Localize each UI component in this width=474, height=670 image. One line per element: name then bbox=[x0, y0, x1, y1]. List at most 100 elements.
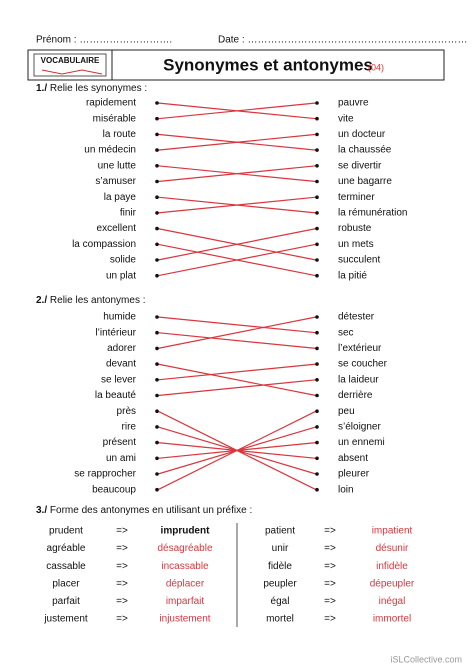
left-word: se rapprocher bbox=[74, 469, 136, 480]
dot bbox=[155, 362, 159, 366]
dot bbox=[155, 164, 159, 168]
answer: immortel bbox=[373, 614, 411, 625]
answer: imparfait bbox=[166, 596, 205, 607]
match-line bbox=[157, 363, 317, 397]
word: fidèle bbox=[268, 561, 292, 572]
match-line bbox=[157, 410, 317, 491]
right-word: la rémunération bbox=[338, 208, 407, 219]
dot bbox=[315, 440, 319, 445]
dot bbox=[155, 440, 159, 445]
match-line bbox=[157, 332, 317, 349]
dot bbox=[315, 258, 319, 262]
dot bbox=[315, 101, 319, 105]
dot bbox=[315, 148, 319, 152]
arrow: => bbox=[324, 561, 336, 572]
dot bbox=[155, 226, 159, 231]
right-word: s’éloigner bbox=[338, 422, 381, 433]
left-word: la route bbox=[103, 129, 137, 140]
right-word: terminer bbox=[338, 192, 375, 203]
left-word: rire bbox=[122, 422, 137, 433]
section-instruction: Relie les antonymes : bbox=[50, 295, 146, 306]
first-name-field: Prénom : ………………………. bbox=[36, 35, 172, 46]
arrow: => bbox=[324, 596, 336, 607]
right-word: loin bbox=[338, 484, 354, 495]
left-word: humide bbox=[103, 312, 136, 323]
left-word: devant bbox=[106, 359, 136, 370]
dot bbox=[315, 472, 319, 476]
dot bbox=[315, 330, 319, 335]
left-word: rapidement bbox=[86, 98, 136, 109]
arrow: => bbox=[324, 578, 336, 589]
right-word: pauvre bbox=[338, 98, 369, 109]
dot bbox=[315, 393, 319, 398]
answer: infidèle bbox=[376, 561, 408, 572]
left-word: la paye bbox=[104, 192, 137, 203]
left-word: près bbox=[117, 406, 136, 417]
title: Synonymes et antonymes bbox=[163, 55, 373, 74]
word: prudent bbox=[49, 526, 83, 537]
arrow: => bbox=[116, 543, 128, 554]
dot bbox=[155, 409, 159, 414]
left-word: l’intérieur bbox=[95, 327, 136, 338]
left-word: un médecin bbox=[84, 145, 136, 156]
answer: désagréable bbox=[157, 543, 212, 554]
arrow: => bbox=[324, 526, 336, 537]
right-word: derrière bbox=[338, 390, 373, 401]
match-line bbox=[157, 133, 317, 151]
right-word: un docteur bbox=[338, 129, 386, 140]
answer: dépeupler bbox=[370, 578, 415, 589]
right-word: peu bbox=[338, 406, 355, 417]
section-instruction: Forme des antonymes en utilisant un préf… bbox=[50, 505, 252, 516]
dot bbox=[155, 258, 159, 262]
dot bbox=[155, 101, 159, 105]
logo-box bbox=[33, 53, 107, 77]
dot bbox=[155, 315, 159, 319]
right-word: un ennemi bbox=[338, 437, 385, 448]
match-line bbox=[157, 165, 317, 183]
match-line bbox=[157, 316, 317, 334]
right-word: un mets bbox=[338, 239, 374, 250]
dot bbox=[315, 456, 319, 461]
dot bbox=[155, 116, 159, 121]
dot bbox=[315, 409, 319, 414]
logo: VOCABULAIRE bbox=[41, 56, 100, 65]
answer: impatient bbox=[372, 526, 413, 537]
right-word: sec bbox=[338, 327, 354, 338]
left-word: se lever bbox=[101, 374, 137, 385]
logo-deco bbox=[41, 69, 103, 75]
left-word: une lutte bbox=[98, 160, 137, 171]
answer: désunir bbox=[376, 543, 409, 554]
left-word: s’amuser bbox=[95, 176, 136, 187]
word: peupler bbox=[263, 578, 297, 589]
dot bbox=[315, 195, 319, 199]
dot bbox=[155, 195, 159, 199]
answer: incassable bbox=[161, 561, 209, 572]
dot bbox=[315, 242, 319, 247]
arrow: => bbox=[324, 614, 336, 625]
arrow: => bbox=[116, 526, 128, 537]
dot bbox=[155, 378, 159, 382]
arrow: => bbox=[116, 614, 128, 625]
word: cassable bbox=[46, 561, 86, 572]
dot bbox=[315, 273, 319, 278]
answer: injustement bbox=[159, 614, 210, 625]
dot bbox=[155, 148, 159, 152]
match-line bbox=[157, 196, 317, 214]
left-word: solide bbox=[110, 255, 137, 266]
right-word: vite bbox=[338, 113, 354, 124]
right-word: pleurer bbox=[338, 469, 370, 480]
dot bbox=[315, 132, 319, 137]
section-number: 1./ bbox=[36, 83, 47, 94]
section-number: 3./ bbox=[36, 505, 47, 516]
dot bbox=[155, 179, 159, 184]
section-heading: 3./ Forme des antonymes en utilisant un … bbox=[36, 505, 252, 516]
word: mortel bbox=[266, 614, 294, 625]
answer: imprudent bbox=[161, 526, 211, 537]
left-word: adorer bbox=[107, 343, 137, 354]
dot bbox=[315, 179, 319, 184]
left-word: la compassion bbox=[72, 239, 136, 250]
left-word: la beauté bbox=[95, 390, 137, 401]
left-word: un plat bbox=[106, 270, 136, 281]
dot bbox=[315, 211, 319, 215]
